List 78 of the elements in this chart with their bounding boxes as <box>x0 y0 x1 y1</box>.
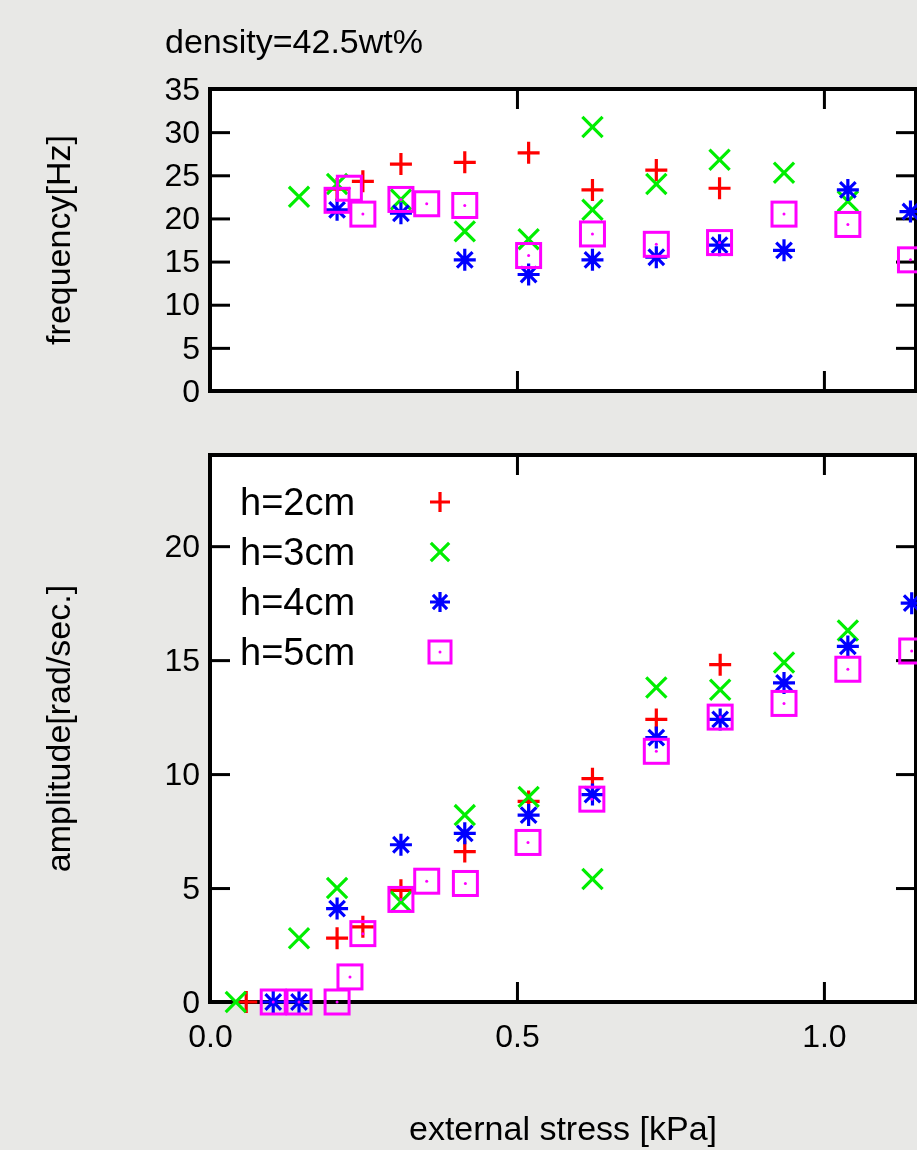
point <box>451 191 479 219</box>
x-axis-title: external stress [kPa] <box>408 1109 718 1147</box>
point <box>335 174 363 202</box>
x-tick-label: 1.0 <box>802 1017 847 1054</box>
point <box>578 785 606 813</box>
point <box>578 220 606 248</box>
point <box>389 153 412 176</box>
point <box>387 885 415 913</box>
point <box>453 220 477 243</box>
point <box>451 869 479 897</box>
point <box>323 988 351 1016</box>
point <box>708 177 731 200</box>
point <box>514 828 542 856</box>
point <box>836 635 859 658</box>
legend-label: h=4cm <box>240 581 356 623</box>
y-tick-label: 5 <box>182 869 200 906</box>
y-tick-label: 20 <box>164 200 200 237</box>
point <box>323 186 351 214</box>
y-tick-label: 10 <box>164 755 200 792</box>
y-tick-label: 5 <box>182 329 200 366</box>
point <box>413 190 441 218</box>
point <box>645 172 668 196</box>
point <box>581 248 604 271</box>
y-tick-label: 35 <box>164 70 200 107</box>
point <box>453 822 476 845</box>
y-tick-label: 20 <box>164 527 200 564</box>
point <box>709 653 732 676</box>
point <box>349 200 377 228</box>
point <box>773 671 796 694</box>
y-axis-title: frequency[Hz] <box>39 135 77 345</box>
point <box>773 239 796 262</box>
legend-label: h=3cm <box>240 531 356 573</box>
point <box>642 230 670 258</box>
y-tick-label: 15 <box>164 641 200 678</box>
point <box>836 178 859 201</box>
point <box>336 963 364 991</box>
y-tick-label: 25 <box>164 157 200 194</box>
point <box>515 242 543 270</box>
point <box>349 920 377 948</box>
chart-title: density=42.5wt% <box>165 22 423 60</box>
point <box>834 655 862 683</box>
point <box>389 890 413 913</box>
point <box>708 678 732 701</box>
y-tick-label: 15 <box>164 243 200 280</box>
y-tick-label: 10 <box>164 286 200 323</box>
y-tick-label: 0 <box>182 372 200 409</box>
point <box>453 151 476 174</box>
y-axis-title: amplitude[rad/sec.] <box>39 584 77 873</box>
point <box>413 867 441 895</box>
point <box>453 803 477 827</box>
y-tick-label: 0 <box>182 983 200 1020</box>
point <box>645 676 668 699</box>
point <box>517 785 540 809</box>
point <box>287 926 311 950</box>
point <box>834 210 862 238</box>
x-tick-label: 0.5 <box>495 1017 540 1054</box>
legend-label: h=5cm <box>240 631 356 673</box>
point <box>708 148 731 171</box>
point <box>517 804 540 827</box>
y-tick-label: 30 <box>164 113 200 150</box>
point <box>645 159 668 182</box>
point <box>389 833 412 856</box>
point <box>326 897 349 920</box>
point <box>453 248 476 271</box>
legend-label: h=2cm <box>240 481 356 523</box>
point <box>581 178 604 201</box>
point <box>517 141 540 164</box>
x-tick-label: 0.0 <box>188 1017 233 1054</box>
point <box>706 229 734 257</box>
point <box>642 737 670 765</box>
point <box>224 990 248 1014</box>
point <box>581 198 604 222</box>
point <box>770 689 798 717</box>
point <box>770 200 798 228</box>
point <box>706 703 734 731</box>
point <box>326 927 349 950</box>
point <box>287 185 311 209</box>
point <box>325 876 349 900</box>
